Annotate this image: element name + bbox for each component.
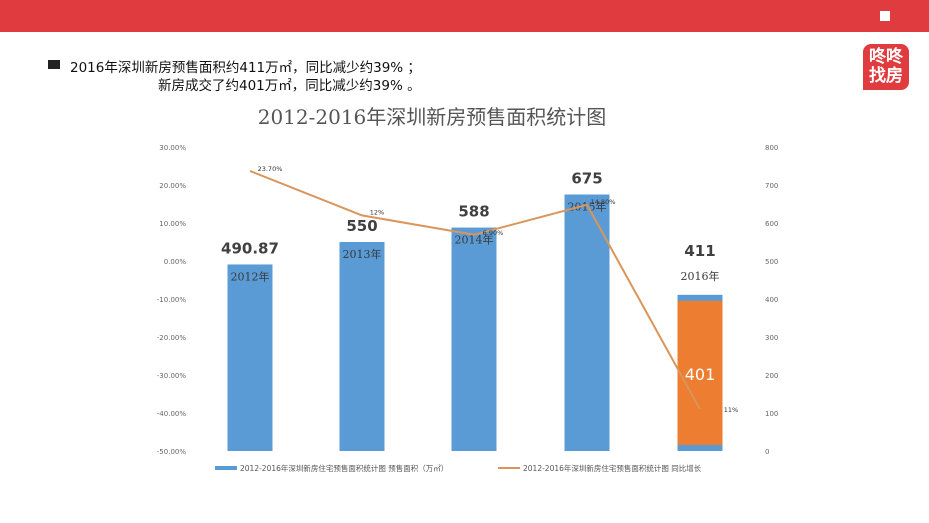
right-axis-tick: 300 — [765, 334, 778, 342]
bar-2012年 — [227, 264, 273, 451]
left-axis-tick: -30.00% — [157, 372, 187, 380]
legend-line-label: 2012-2016年深圳新房住宅预售面积统计图 同比增长 — [523, 463, 702, 473]
summary-line-2: 新房成交了约401万㎡，同比减少约39% 。 — [158, 78, 421, 94]
left-axis-tick: -40.00% — [157, 410, 187, 418]
category-label: 2016年 — [681, 269, 720, 283]
growth-point-label: 12% — [370, 208, 384, 216]
bar-value-label: 411 — [684, 242, 715, 260]
bar-2013年 — [339, 242, 385, 451]
growth-point-label: 6.90% — [483, 229, 504, 237]
right-axis-tick: 100 — [765, 410, 778, 418]
left-axis-tick: 30.00% — [159, 144, 186, 152]
bar-value-label: 490.87 — [221, 239, 279, 257]
brand-logo: 咚咚 找房 — [863, 44, 909, 90]
line-group: 23.70% 12% 6.90% 14.80% — [249, 165, 701, 410]
overlay-value-label: 401 — [685, 365, 716, 384]
right-axis: 800 700 600 500 400 300 200 100 0 — [765, 144, 778, 456]
category-label: 2012年 — [231, 269, 270, 283]
bar-group: 490.872012年5502013年5882014年6752015年41120… — [221, 170, 723, 451]
left-axis-tick: 20.00% — [159, 182, 186, 190]
bar-value-label: 550 — [346, 217, 377, 235]
left-axis-tick: -10.00% — [157, 296, 187, 304]
left-axis-tick: 0.00% — [164, 258, 187, 266]
right-axis-tick: 600 — [765, 220, 778, 228]
bullet-icon — [48, 60, 60, 69]
logo-text-line-2: 找房 — [869, 66, 903, 86]
overlay-bar — [677, 300, 723, 445]
square-icon — [880, 11, 890, 21]
category-label: 2014年 — [455, 233, 494, 247]
growth-line — [249, 170, 701, 410]
chart-title: 2012-2016年深圳新房预售面积统计图 — [258, 105, 607, 129]
left-axis: 30.00% 20.00% 10.00% 0.00% -10.00% -20.00% -30… — [157, 144, 187, 456]
growth-point-label: 14.80% — [591, 198, 616, 206]
bar-value-label: 588 — [458, 203, 489, 221]
right-axis-tick: 500 — [765, 258, 778, 266]
legend: 2012-2016年深圳新房住宅预售面积统计图 预售面积（万㎡） 2012-201… — [215, 463, 702, 473]
legend-bar-label: 2012-2016年深圳新房住宅预售面积统计图 预售面积（万㎡） — [240, 463, 448, 473]
growth-point-label: 23.70% — [258, 165, 283, 173]
bar-2015年 — [564, 194, 610, 451]
summary-line-1: 2016年深圳新房预售面积约411万㎡，同比减少约39% ； — [70, 60, 421, 76]
legend-bar-swatch — [215, 466, 237, 470]
bar-2014年 — [451, 227, 497, 451]
right-axis-tick: 400 — [765, 296, 778, 304]
overlay-group: 401 11% — [677, 300, 738, 445]
logo-text-line-1: 咚咚 — [869, 47, 903, 67]
bar-value-label: 675 — [571, 170, 602, 188]
left-axis-tick: 10.00% — [159, 220, 186, 228]
top-banner — [0, 0, 929, 32]
right-axis-tick: 800 — [765, 144, 778, 152]
right-axis-tick: 200 — [765, 372, 778, 380]
right-axis-tick: 0 — [765, 448, 769, 456]
left-axis-tick: -50.00% — [157, 448, 187, 456]
category-label: 2013年 — [343, 247, 382, 261]
left-axis-tick: -20.00% — [157, 334, 187, 342]
overlay-extra-label: 11% — [724, 406, 738, 414]
right-axis-tick: 700 — [765, 182, 778, 190]
